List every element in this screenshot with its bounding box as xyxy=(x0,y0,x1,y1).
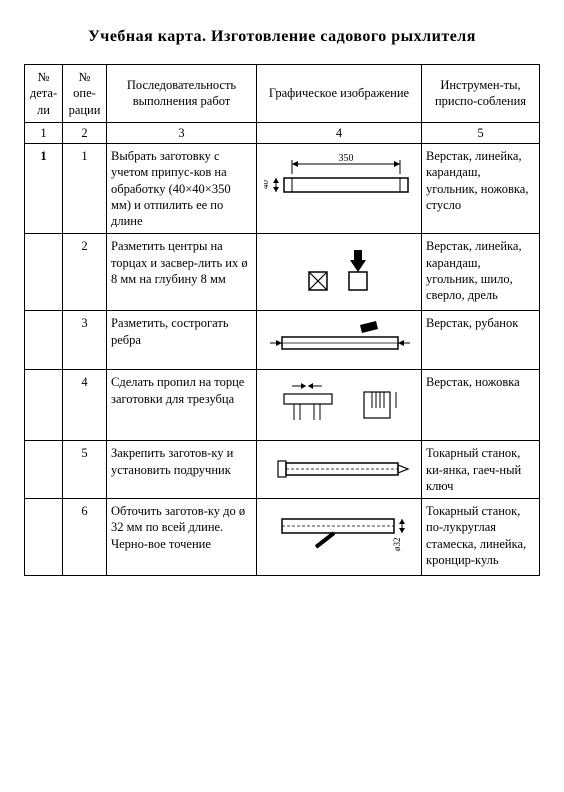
header-graphic: Графическое изображение xyxy=(257,65,422,123)
header-row: № дета-ли № опе-рации Последовательность… xyxy=(25,65,540,123)
cell-tools: Верстак, рубанок xyxy=(422,311,540,370)
dim-sq-label: 40 xyxy=(264,180,270,190)
cell-desc: Разметить, сострогать ребра xyxy=(107,311,257,370)
colnum-1: 1 xyxy=(25,122,63,143)
table-row: 3 Разметить, сострогать ребра Верстак, р… xyxy=(25,311,540,370)
cell-diagram xyxy=(257,441,422,499)
diagram-plane-icon xyxy=(264,319,414,361)
cell-tools: Верстак, ножовка xyxy=(422,370,540,441)
cell-desc: Закрепить заготов-ку и установить подруч… xyxy=(107,441,257,499)
cell-desc: Обточить заготов-ку до ø 32 мм по всей д… xyxy=(107,499,257,576)
table-row: 4 Сделать пропил на торце заготовки для … xyxy=(25,370,540,441)
cell-detail xyxy=(25,311,63,370)
cell-op: 1 xyxy=(63,144,107,234)
header-sequence: Последовательность выполнения работ xyxy=(107,65,257,123)
cell-detail xyxy=(25,441,63,499)
cell-tools: Токарный станок, ки-янка, гаеч-ный ключ xyxy=(422,441,540,499)
cell-detail: 1 xyxy=(25,144,63,234)
colnum-3: 3 xyxy=(107,122,257,143)
cell-detail xyxy=(25,499,63,576)
cell-op: 5 xyxy=(63,441,107,499)
cell-tools: Верстак, линейка, карандаш, угольник, ши… xyxy=(422,234,540,311)
colnum-5: 5 xyxy=(422,122,540,143)
column-number-row: 1 2 3 4 5 xyxy=(25,122,540,143)
header-operation: № опе-рации xyxy=(63,65,107,123)
cell-diagram: ø32 xyxy=(257,499,422,576)
cell-detail xyxy=(25,234,63,311)
cell-desc: Сделать пропил на торце заготовки для тр… xyxy=(107,370,257,441)
cell-desc: Выбрать заготовку с учетом припус-ков на… xyxy=(107,144,257,234)
table-row: 2 Разметить центры на торцах и засвер-ли… xyxy=(25,234,540,311)
cell-diagram xyxy=(257,370,422,441)
cell-tools: Токарный станок, по-лукруглая стамеска, … xyxy=(422,499,540,576)
colnum-4: 4 xyxy=(257,122,422,143)
table-row: 5 Закрепить заготов-ку и установить подр… xyxy=(25,441,540,499)
dim-length-label: 350 xyxy=(339,153,354,164)
cell-tools: Верстак, линейка, карандаш, угольник, но… xyxy=(422,144,540,234)
cell-op: 2 xyxy=(63,234,107,311)
diagram-turning-icon: ø32 xyxy=(264,507,414,567)
diagram-center-mark-icon xyxy=(279,242,399,302)
cell-diagram xyxy=(257,234,422,311)
cell-op: 4 xyxy=(63,370,107,441)
cell-desc: Разметить центры на торцах и засвер-лить… xyxy=(107,234,257,311)
cell-diagram xyxy=(257,311,422,370)
table-row: 1 1 Выбрать заготовку с учетом припус-ко… xyxy=(25,144,540,234)
cell-op: 3 xyxy=(63,311,107,370)
dim-dia-label: ø32 xyxy=(392,538,402,552)
colnum-2: 2 xyxy=(63,122,107,143)
header-tools: Инструмен-ты, приспо-собления xyxy=(422,65,540,123)
instruction-table: № дета-ли № опе-рации Последовательность… xyxy=(24,64,540,576)
cell-diagram: 350 40 xyxy=(257,144,422,234)
diagram-slot-cut-icon xyxy=(264,378,414,432)
page-title: Учебная карта. Изготовление садового рых… xyxy=(24,28,540,46)
diagram-blank-bar-icon: 350 40 xyxy=(264,152,414,214)
header-detail: № дета-ли xyxy=(25,65,63,123)
cell-detail xyxy=(25,370,63,441)
cell-op: 6 xyxy=(63,499,107,576)
diagram-lathe-mount-icon xyxy=(264,449,414,489)
table-row: 6 Обточить заготов-ку до ø 32 мм по всей… xyxy=(25,499,540,576)
